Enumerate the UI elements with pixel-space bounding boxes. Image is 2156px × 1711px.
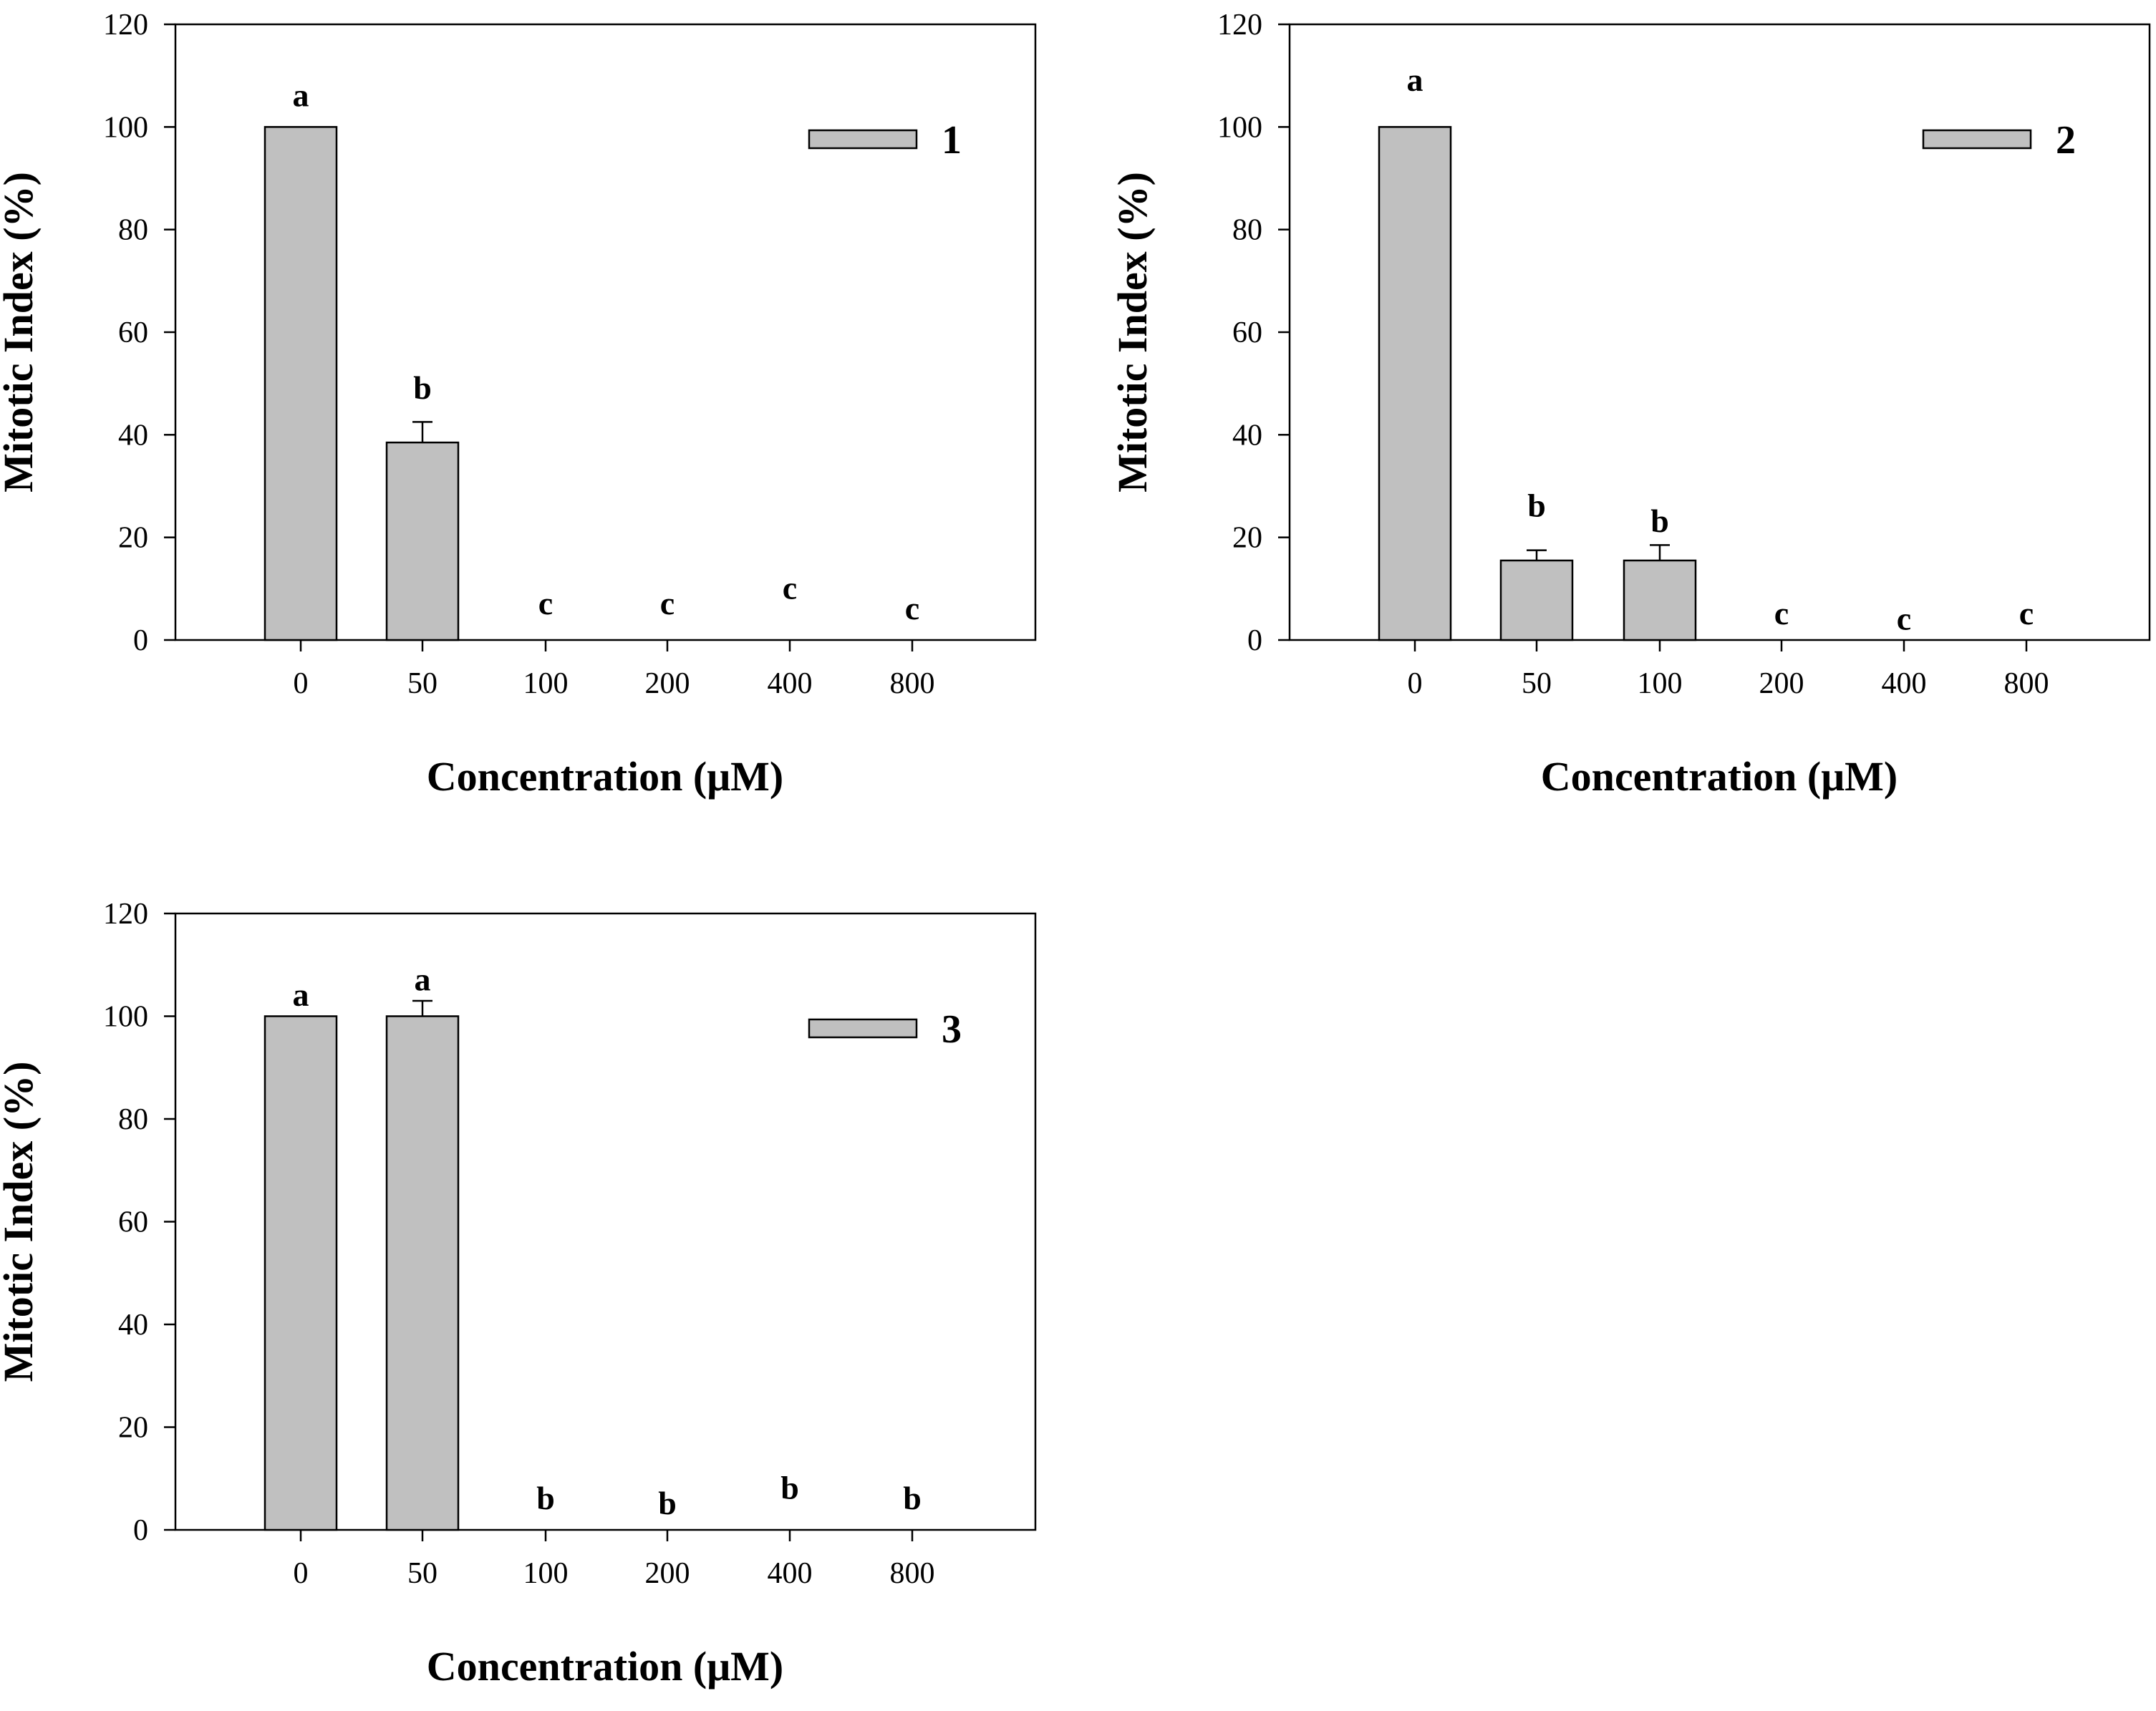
x-tick-label: 0	[294, 1557, 309, 1590]
bar	[1623, 559, 1697, 641]
significance-label: a	[293, 976, 309, 1013]
y-axis-title: Mitotic Index (%)	[1109, 172, 1156, 493]
x-tick-label: 100	[1638, 667, 1683, 700]
x-tick-label: 400	[768, 667, 813, 700]
x-tick-label: 200	[645, 667, 690, 700]
chart-panel-1: 0 20 40 60 80 100 120 0 50 100 200 400 800 a b c c c c 1 Con…	[0, 9, 1037, 800]
y-tick-label: 20	[1232, 522, 1262, 555]
bar	[1378, 126, 1452, 641]
y-tick-label: 20	[118, 522, 148, 555]
y-tick-label: 0	[133, 624, 148, 657]
y-tick-label: 100	[1217, 111, 1262, 144]
legend-swatch	[808, 1018, 918, 1039]
chart-panel-2: 0 20 40 60 80 100 120 0 50 100 200 400 800 a b b c c c 2 Con…	[1109, 9, 2151, 800]
y-tick-label: 40	[118, 419, 148, 452]
y-tick-label: 120	[103, 9, 148, 42]
x-tick-label: 800	[2004, 667, 2049, 700]
significance-label: c	[783, 569, 797, 606]
significance-label: b	[1650, 503, 1669, 539]
significance-label: a	[293, 77, 309, 113]
y-tick-label: 0	[133, 1514, 148, 1547]
significance-label: c	[1897, 600, 1911, 636]
significance-label: b	[903, 1480, 922, 1516]
bar	[1499, 559, 1574, 641]
bar	[264, 1015, 338, 1531]
legend-label: 3	[942, 1007, 962, 1052]
x-tick-label: 400	[1882, 667, 1927, 700]
y-tick-label: 100	[103, 1001, 148, 1034]
x-tick-label: 0	[1408, 667, 1423, 700]
y-tick-label: 120	[1217, 9, 1262, 42]
y-tick-label: 80	[1232, 214, 1262, 247]
x-tick-label: 200	[645, 1557, 690, 1590]
significance-label: a	[415, 961, 431, 997]
x-tick-label: 100	[523, 667, 569, 700]
chart-panel-3: 0 20 40 60 80 100 120 0 50 100 200 400 800 a a b b b b 3 Con…	[0, 898, 1037, 1690]
significance-label: a	[1407, 62, 1423, 98]
significance-label: b	[1527, 488, 1546, 524]
x-tick-label: 800	[890, 667, 935, 700]
significance-label: c	[1774, 595, 1789, 631]
y-tick-label: 60	[1232, 316, 1262, 349]
bar	[385, 1015, 460, 1531]
y-tick-label: 60	[118, 316, 148, 349]
y-tick-label: 100	[103, 111, 148, 144]
x-tick-label: 800	[890, 1557, 935, 1590]
x-axis-title: Concentration (μM)	[427, 1643, 783, 1690]
y-tick-label: 40	[1232, 419, 1262, 452]
legend-label: 2	[2056, 118, 2076, 163]
x-axis-title: Concentration (μM)	[1541, 753, 1898, 800]
legend-swatch	[808, 129, 918, 150]
x-tick-label: 200	[1759, 667, 1804, 700]
bar	[264, 126, 338, 641]
x-tick-label: 100	[523, 1557, 569, 1590]
y-axis-title: Mitotic Index (%)	[0, 172, 42, 493]
significance-label: b	[658, 1485, 677, 1521]
y-tick-label: 0	[1247, 624, 1262, 657]
legend-swatch	[1922, 129, 2032, 150]
legend-label: 1	[942, 118, 962, 163]
x-axis-title: Concentration (μM)	[427, 753, 783, 800]
x-tick-label: 50	[1522, 667, 1552, 700]
y-tick-label: 40	[118, 1309, 148, 1342]
y-tick-label: 80	[118, 214, 148, 247]
significance-label: c	[660, 585, 675, 621]
x-tick-label: 400	[768, 1557, 813, 1590]
significance-label: c	[538, 585, 553, 621]
y-axis-title: Mitotic Index (%)	[0, 1062, 42, 1382]
significance-label: c	[905, 590, 919, 626]
significance-label: b	[780, 1470, 799, 1506]
x-tick-label: 0	[294, 667, 309, 700]
significance-label: c	[2019, 595, 2034, 631]
y-tick-label: 80	[118, 1103, 148, 1136]
y-tick-label: 60	[118, 1206, 148, 1239]
y-tick-label: 20	[118, 1412, 148, 1445]
bar	[385, 441, 460, 641]
x-tick-label: 50	[407, 667, 438, 700]
x-tick-label: 50	[407, 1557, 438, 1590]
significance-label: b	[413, 369, 432, 406]
y-tick-label: 120	[103, 898, 148, 931]
significance-label: b	[536, 1480, 555, 1516]
